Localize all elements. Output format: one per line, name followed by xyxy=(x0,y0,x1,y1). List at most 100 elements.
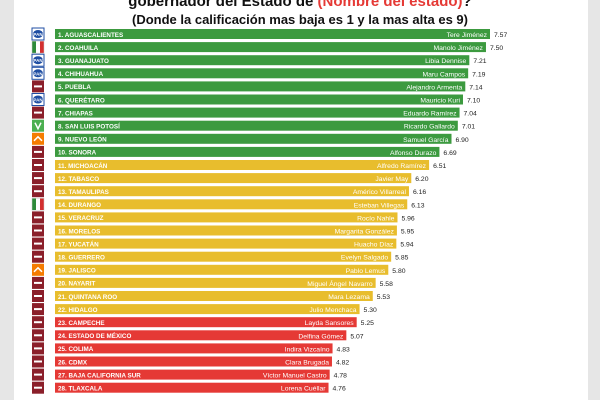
party-logo-pan: PAN xyxy=(31,66,45,80)
bar-governor-label: Layda Sansores xyxy=(305,320,355,327)
bar-row-1 xyxy=(55,29,490,39)
bar-value-label: 7.21 xyxy=(473,58,486,65)
bar-state-label: 24. ESTADO DE MÉXICO xyxy=(58,331,131,340)
bar-row-26 xyxy=(55,356,332,367)
bar-row-21 xyxy=(55,291,373,301)
title-block: gobernador del Estado de (Nombre del est… xyxy=(0,0,600,28)
bar-row-24 xyxy=(55,330,347,341)
bar-governor-label: Huacho Díaz xyxy=(354,242,394,249)
bar-state-label: 19. JALISCO xyxy=(58,268,96,275)
bar-value-label: 5.95 xyxy=(401,229,414,236)
bar-row-6 xyxy=(55,94,463,105)
bar-state-label: 16. MORELOS xyxy=(58,228,100,235)
party-logo-mc xyxy=(32,132,44,145)
bar-governor-label: Mauricio Kuri xyxy=(420,98,460,105)
bar-state-label: 12. TABASCO xyxy=(58,176,99,183)
bar-state-label: 9. NUEVO LEÓN xyxy=(58,135,107,144)
bar-value-label: 5.94 xyxy=(400,242,413,249)
bar-row-3 xyxy=(55,55,470,66)
bar-row-4 xyxy=(55,68,469,79)
party-logo-morena xyxy=(32,329,44,342)
bar-state-label: 10. SONORA xyxy=(58,150,97,157)
bar-state-label: 23. CAMPECHE xyxy=(58,320,105,327)
bar-state-label: 13. TAMAULIPAS xyxy=(58,189,109,196)
bar-governor-label: Indira Vizcaíno xyxy=(285,346,330,353)
bar-row-18 xyxy=(55,251,392,262)
bar-state-label: 26. CDMX xyxy=(58,359,88,366)
bar-governor-label: Clara Brugada xyxy=(285,360,329,367)
bar-value-label: 5.96 xyxy=(401,215,414,222)
party-logo-morena xyxy=(32,80,44,93)
bar-governor-label: Víctor Manuel Castro xyxy=(263,373,327,380)
bar-row-7 xyxy=(55,107,460,118)
bar-row-15 xyxy=(55,212,398,223)
bar-state-label: 15. VERACRUZ xyxy=(58,215,104,222)
bar-value-label: 6.51 xyxy=(433,163,446,170)
party-logo-mc xyxy=(32,263,44,276)
bar-state-label: 21. QUINTANA ROO xyxy=(58,294,117,301)
svg-text:PAN: PAN xyxy=(33,58,42,63)
bar-value-label: 7.19 xyxy=(472,71,485,78)
party-logo-morena xyxy=(32,381,44,394)
bar-state-label: 3. GUANAJUATO xyxy=(58,58,109,65)
svg-text:PAN: PAN xyxy=(33,32,42,37)
title-suffix: ? xyxy=(462,0,472,10)
bar-row-22 xyxy=(55,304,360,315)
bar-state-label: 11. MICHOACÁN xyxy=(58,161,108,170)
bar-value-label: 7.01 xyxy=(462,124,475,131)
bar-value-label: 6.13 xyxy=(411,202,424,209)
bar-value-label: 5.53 xyxy=(377,294,390,301)
bar-value-label: 6.69 xyxy=(443,150,456,157)
bar-row-17 xyxy=(55,238,397,249)
bar-governor-label: Julio Menchaca xyxy=(309,307,356,314)
bar-state-label: 22. HIDALGO xyxy=(58,307,98,314)
bar-state-label: 1. AGUASCALIENTES xyxy=(58,32,123,39)
chart-title: gobernador del Estado de (Nombre del est… xyxy=(0,0,600,12)
bar-row-28 xyxy=(55,382,329,393)
bar-state-label: 20. NAYARIT xyxy=(58,281,95,288)
party-logo-morena xyxy=(32,303,44,316)
bar-value-label: 4.76 xyxy=(333,386,346,393)
party-logo-morena xyxy=(32,342,44,355)
right-gutter xyxy=(588,0,600,400)
bar-state-label: 28. TLAXCALA xyxy=(58,386,103,393)
bar-value-label: 5.58 xyxy=(380,281,393,288)
bar-state-label: 8. SAN LUIS POTOSÍ xyxy=(58,122,120,131)
party-logo-morena xyxy=(32,159,44,171)
bar-row-19 xyxy=(55,264,389,275)
bar-state-label: 17. YUCATÁN xyxy=(58,239,99,248)
bar-value-label: 4.82 xyxy=(336,360,349,367)
party-logo-pan: PAN xyxy=(31,27,45,41)
party-logo-morena xyxy=(32,211,44,224)
party-logo-morena xyxy=(32,276,44,289)
bar-governor-label: Miguel Ángel Navarro xyxy=(307,279,373,288)
bar-state-label: 7. CHIAPAS xyxy=(58,110,93,117)
bar-governor-label: Margarita González xyxy=(335,229,395,236)
bar-state-label: 5. PUEBLA xyxy=(58,84,91,91)
bar-row-16 xyxy=(55,225,397,236)
bar-row-11 xyxy=(55,160,430,170)
party-logo-pan: PAN xyxy=(31,53,45,67)
party-logo-pri xyxy=(31,40,45,54)
bar-governor-label: Evelyn Salgado xyxy=(341,255,388,262)
party-logo-morena xyxy=(32,172,44,185)
bar-governor-label: Samuel García xyxy=(403,137,449,144)
bar-row-25 xyxy=(55,343,333,354)
party-logo-morena xyxy=(32,224,44,237)
bar-governor-label: Delfina Gómez xyxy=(298,333,344,340)
bar-value-label: 4.78 xyxy=(334,373,347,380)
bar-governor-label: Libia Dennise xyxy=(425,58,466,65)
bar-row-20 xyxy=(55,277,376,288)
party-logo-pri xyxy=(31,198,45,211)
bar-value-label: 4.83 xyxy=(337,346,350,353)
bar-governor-label: Esteban Villegas xyxy=(354,202,405,209)
bar-governor-label: Alfredo Ramírez xyxy=(377,163,427,170)
party-logo-morena xyxy=(32,368,44,381)
bar-governor-label: Manolo Jiménez xyxy=(433,45,483,52)
bar-value-label: 5.30 xyxy=(364,307,377,314)
bar-state-label: 4. CHIHUAHUA xyxy=(58,71,104,78)
party-logo-pvem xyxy=(32,119,44,132)
bar-row-8 xyxy=(55,120,458,131)
party-logo-morena xyxy=(32,316,44,329)
